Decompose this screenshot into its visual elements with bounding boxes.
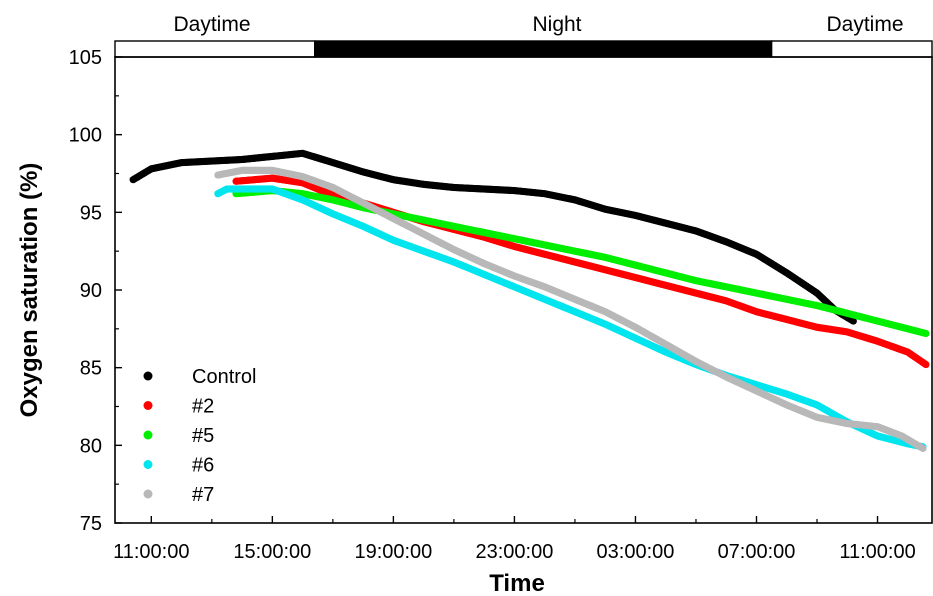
x-tick-label: 19:00:00: [354, 541, 432, 563]
legend-label: #2: [192, 396, 214, 418]
day-night-bar: [114, 40, 933, 58]
x-tick-label: 07:00:00: [718, 541, 796, 563]
data-point: [922, 329, 930, 338]
y-tick-label: 90: [80, 280, 102, 302]
data-point: [919, 444, 927, 453]
y-axis: 75 80 85 90 95 100 105: [69, 47, 122, 535]
period-label: Night: [532, 13, 581, 36]
legend-marker: [143, 401, 153, 410]
period-segment: [114, 40, 316, 58]
x-tick-label: 23:00:00: [475, 541, 553, 563]
series-n6: [214, 185, 927, 451]
y-tick-label: 95: [80, 202, 102, 224]
legend: Control #2 #5 #6 #7: [143, 366, 256, 506]
x-tick-label: 11:00:00: [113, 541, 189, 563]
legend-marker: [143, 489, 153, 499]
series-control: [129, 149, 857, 325]
period-label: Daytime: [826, 13, 903, 36]
x-tick-label: 15:00:00: [233, 541, 311, 563]
y-tick-label: 105: [69, 47, 102, 69]
y-tick-label: 100: [69, 125, 102, 147]
legend-marker: [143, 460, 153, 469]
period-segment: [314, 40, 773, 58]
y-tick-label: 85: [80, 358, 102, 380]
period-segment: [770, 40, 933, 58]
data-series: [129, 149, 930, 453]
data-point: [922, 360, 930, 369]
data-point: [849, 317, 857, 325]
period-label: Daytime: [173, 13, 250, 36]
series-n7: [214, 166, 927, 453]
legend-label: #5: [192, 425, 214, 447]
legend-label: Control: [192, 366, 256, 388]
x-axis: 11:00:00 15:00:00 19:00:00 23:00:00 03:00:00…: [113, 516, 916, 563]
y-tick-label: 75: [80, 513, 102, 535]
legend-label: #6: [192, 455, 214, 477]
y-axis-title: Oxygen saturation (%): [16, 163, 43, 418]
legend-label: #7: [192, 484, 214, 506]
x-tick-label: 03:00:00: [597, 541, 675, 563]
day-night-labels: Daytime Night Daytime: [173, 13, 903, 36]
legend-marker: [143, 430, 153, 440]
x-tick-label: 11:00:00: [839, 541, 915, 563]
x-axis-title: Time: [489, 570, 545, 596]
y-tick-label: 80: [80, 435, 102, 457]
legend-marker: [143, 371, 153, 381]
